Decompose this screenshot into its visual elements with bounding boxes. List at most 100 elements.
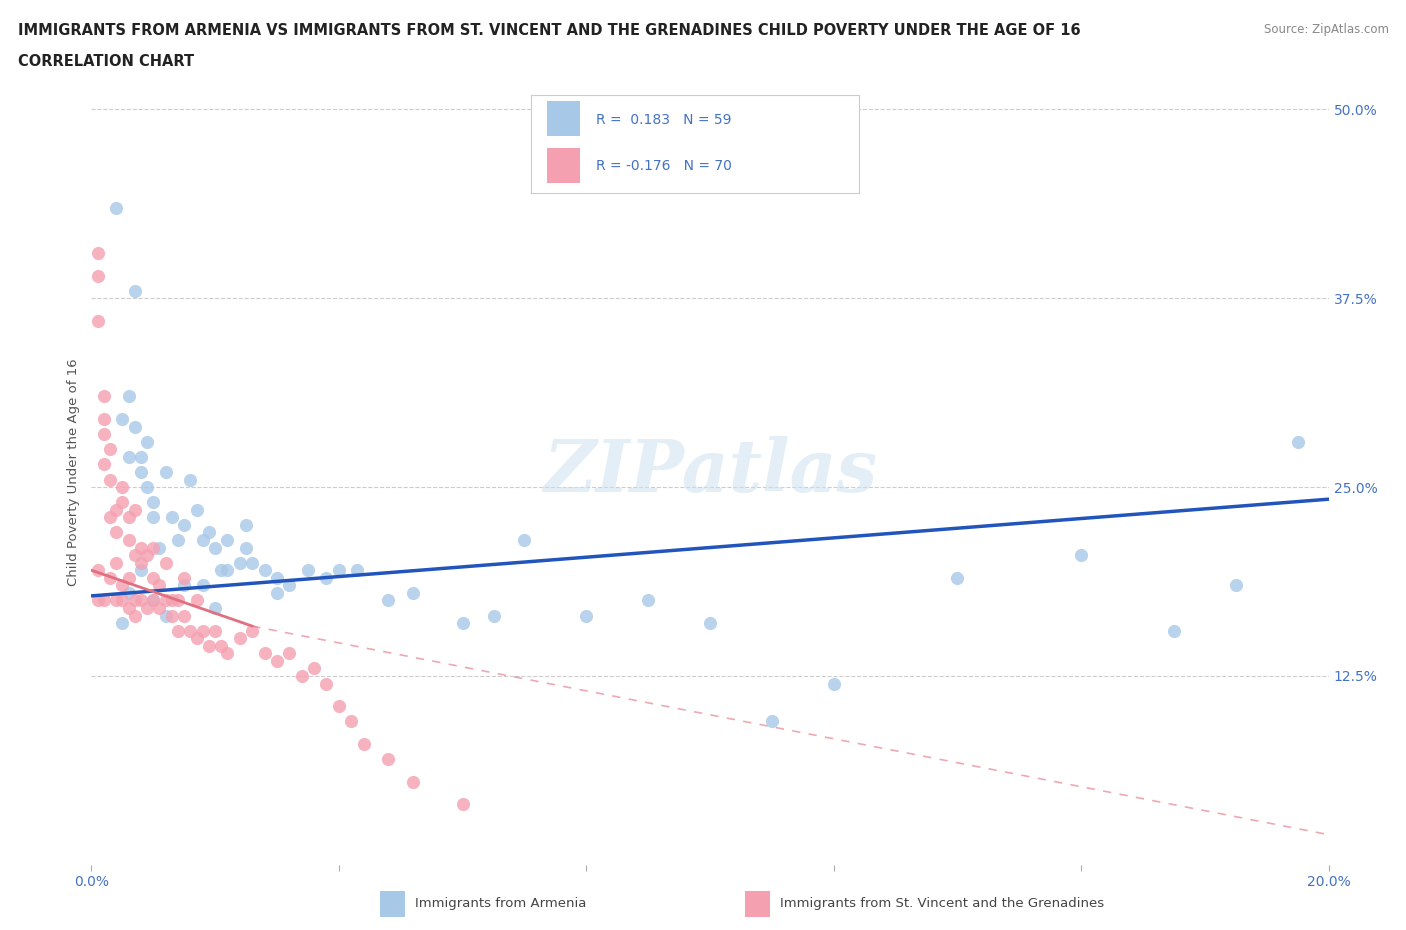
Point — [155, 593, 177, 608]
Point — [124, 283, 146, 298]
Point — [315, 570, 337, 585]
Point — [761, 714, 783, 729]
Text: IMMIGRANTS FROM ARMENIA VS IMMIGRANTS FROM ST. VINCENT AND THE GRENADINES CHILD : IMMIGRANTS FROM ARMENIA VS IMMIGRANTS FR… — [18, 23, 1081, 38]
Point — [142, 593, 165, 608]
Point — [160, 510, 183, 525]
Point — [699, 616, 721, 631]
Point — [1163, 623, 1185, 638]
Point — [148, 601, 170, 616]
Point — [117, 601, 139, 616]
Point — [136, 480, 159, 495]
Point — [86, 268, 108, 283]
Point — [142, 593, 165, 608]
Point — [167, 593, 190, 608]
Point — [98, 570, 121, 585]
Point — [86, 313, 108, 328]
Point — [353, 737, 375, 751]
Point — [204, 601, 226, 616]
Point — [328, 563, 350, 578]
Point — [1225, 578, 1247, 592]
Point — [266, 654, 288, 669]
Point — [240, 555, 263, 570]
Text: Immigrants from Armenia: Immigrants from Armenia — [415, 897, 586, 910]
Point — [823, 676, 845, 691]
Point — [86, 593, 108, 608]
Point — [105, 555, 128, 570]
Point — [129, 465, 152, 480]
Point — [266, 586, 288, 601]
Point — [129, 449, 152, 464]
Point — [1070, 548, 1092, 563]
Point — [191, 533, 214, 548]
Point — [155, 465, 177, 480]
Point — [291, 669, 314, 684]
Point — [124, 419, 146, 434]
Point — [179, 623, 201, 638]
Point — [209, 638, 232, 653]
Point — [155, 608, 177, 623]
Point — [297, 563, 319, 578]
Point — [402, 586, 425, 601]
Point — [111, 593, 134, 608]
Point — [111, 495, 134, 510]
Point — [155, 555, 177, 570]
Point — [93, 427, 115, 442]
Point — [204, 540, 226, 555]
Point — [173, 517, 195, 532]
Y-axis label: Child Poverty Under the Age of 16: Child Poverty Under the Age of 16 — [67, 358, 80, 586]
Text: CORRELATION CHART: CORRELATION CHART — [18, 54, 194, 69]
Point — [124, 593, 146, 608]
Point — [117, 389, 139, 404]
Point — [136, 548, 159, 563]
Point — [1286, 434, 1309, 449]
Point — [191, 578, 214, 592]
Point — [217, 645, 239, 660]
Point — [98, 472, 121, 487]
Point — [136, 434, 159, 449]
Point — [637, 593, 659, 608]
Point — [513, 533, 536, 548]
Point — [111, 616, 134, 631]
Point — [179, 472, 201, 487]
Point — [160, 593, 183, 608]
Point — [173, 578, 195, 592]
Point — [167, 533, 190, 548]
Point — [167, 623, 190, 638]
Point — [136, 601, 159, 616]
Point — [173, 570, 195, 585]
Point — [377, 751, 399, 766]
Point — [209, 563, 232, 578]
Point — [315, 676, 337, 691]
Point — [253, 563, 276, 578]
Point — [278, 645, 301, 660]
Point — [111, 480, 134, 495]
Point — [253, 645, 276, 660]
Point — [124, 608, 146, 623]
Point — [340, 714, 363, 729]
Point — [105, 502, 128, 517]
Point — [278, 578, 301, 592]
Point — [111, 412, 134, 427]
Point — [148, 578, 170, 592]
Point — [142, 495, 165, 510]
Point — [173, 608, 195, 623]
Point — [93, 457, 115, 472]
Point — [377, 593, 399, 608]
Point — [86, 246, 108, 260]
Text: Source: ZipAtlas.com: Source: ZipAtlas.com — [1264, 23, 1389, 36]
Text: Immigrants from St. Vincent and the Grenadines: Immigrants from St. Vincent and the Gren… — [780, 897, 1105, 910]
Point — [93, 412, 115, 427]
Point — [575, 608, 598, 623]
Text: ZIPatlas: ZIPatlas — [543, 436, 877, 508]
Point — [129, 563, 152, 578]
Point — [86, 563, 108, 578]
Point — [124, 502, 146, 517]
Point — [160, 608, 183, 623]
Point — [98, 510, 121, 525]
Point — [124, 548, 146, 563]
Point — [117, 510, 139, 525]
Point — [186, 631, 208, 645]
Point — [482, 608, 505, 623]
Point — [198, 638, 221, 653]
Point — [191, 623, 214, 638]
